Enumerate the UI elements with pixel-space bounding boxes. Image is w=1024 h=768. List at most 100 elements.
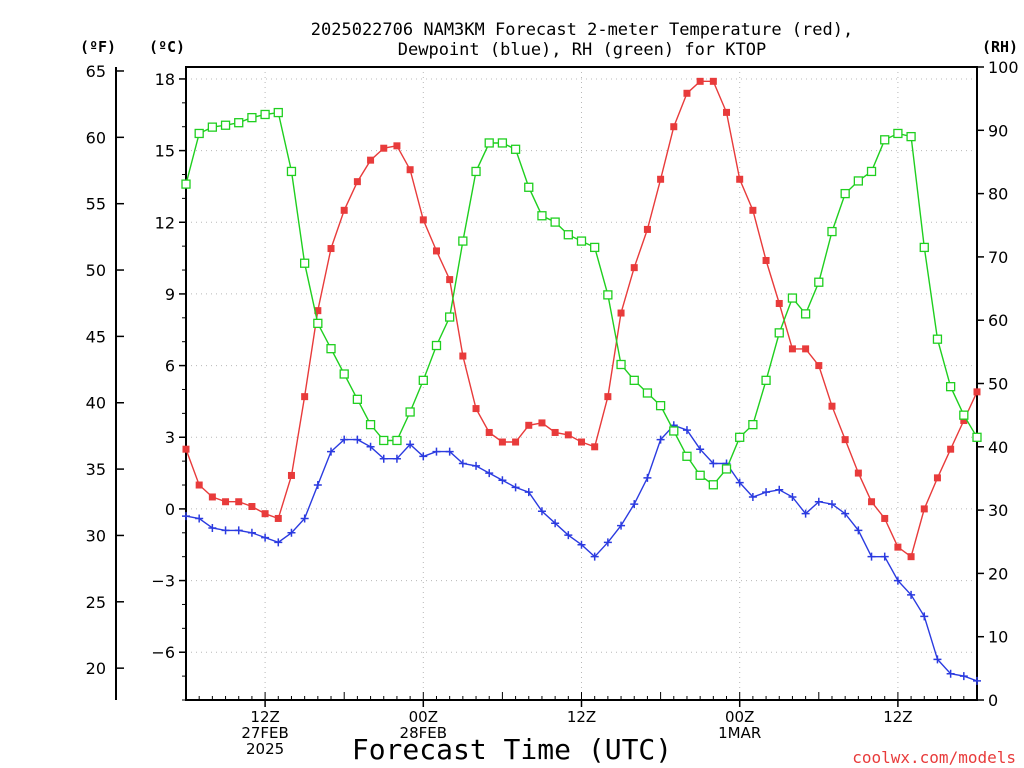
dewpoint-point <box>959 672 968 681</box>
rh-point <box>524 182 534 192</box>
fahrenheit-tick-label: 50 <box>86 261 106 280</box>
rh-point <box>642 388 653 398</box>
rh-point <box>365 419 376 430</box>
fahrenheit-tick-label: 45 <box>86 327 106 346</box>
temperature-point <box>564 431 572 439</box>
temperature-point <box>762 256 770 264</box>
rh-point <box>537 211 547 221</box>
rh-point <box>761 375 771 385</box>
rh-point <box>471 166 481 177</box>
temperature-point <box>617 309 625 317</box>
dewpoint-point <box>854 526 863 535</box>
temperature-point <box>261 510 269 518</box>
rh-point <box>866 166 877 177</box>
rh-point <box>247 112 257 123</box>
dewpoint-point <box>603 538 612 547</box>
dewpoint-point <box>472 461 481 470</box>
temperature-point <box>327 245 335 253</box>
rh-point <box>379 435 389 446</box>
temperature-point <box>393 142 401 150</box>
chart-title-line2: Dewpoint (blue), RH (green) for KTOP <box>398 40 766 60</box>
temperature-point <box>406 166 414 174</box>
dewpoint-point <box>775 485 784 494</box>
dewpoint-point <box>445 447 454 456</box>
dewpoint-point <box>656 435 665 444</box>
dewpoint-point <box>195 514 204 523</box>
rh-point <box>563 230 573 240</box>
temperature-point <box>802 345 810 353</box>
temperature-point <box>459 352 467 360</box>
dewpoint-point <box>788 492 797 501</box>
temperature-point <box>248 503 256 511</box>
dewpoint-point <box>551 519 560 528</box>
temperature-point <box>815 362 823 370</box>
rh-point <box>194 128 204 139</box>
rh-point <box>959 410 969 420</box>
rh-point <box>352 394 363 404</box>
temperature-point <box>498 438 506 446</box>
rh-point <box>655 401 666 411</box>
x-tick-label: 1MAR <box>718 724 761 742</box>
rh-point <box>273 107 283 118</box>
celsius-unit-label: (ºC) <box>149 38 185 56</box>
dewpoint-point <box>392 454 401 463</box>
x-axis-label: Forecast Time (UTC) <box>352 733 672 766</box>
rh-point <box>603 290 613 300</box>
rh-tick-label: 70 <box>988 248 1008 267</box>
plot-frame <box>185 66 978 701</box>
temperature-point <box>630 264 638 272</box>
temperature-point <box>696 77 704 85</box>
dewpoint-point <box>946 669 955 678</box>
temperature-point <box>551 428 559 436</box>
rh-tick-label: 90 <box>988 121 1008 140</box>
dewpoint-point <box>893 576 902 585</box>
rh-line <box>185 111 978 486</box>
rh-point <box>418 375 428 385</box>
temperature-point <box>367 156 375 164</box>
rh-point <box>774 328 784 338</box>
temperature-point <box>947 445 955 453</box>
temperature-point <box>235 498 243 506</box>
dewpoint-point <box>748 492 757 501</box>
dewpoint-point <box>762 488 771 497</box>
x-tick-label: 12Z <box>250 708 279 726</box>
rh-point <box>550 217 560 227</box>
temperature-point <box>709 77 717 85</box>
rh-tick-label: 100 <box>988 58 1019 77</box>
rh-point <box>207 122 218 132</box>
dewpoint-point <box>907 590 916 599</box>
rh-point <box>972 432 982 442</box>
dewpoint-point <box>841 509 850 518</box>
temperature-point <box>340 206 348 214</box>
rh-point <box>827 226 837 237</box>
temperature-point <box>314 307 322 315</box>
series-layer <box>181 77 982 685</box>
dewpoint-point <box>485 469 494 478</box>
temperature-point <box>907 553 915 561</box>
dewpoint-point <box>735 478 744 487</box>
temperature-point <box>723 108 731 116</box>
rh-point <box>906 131 916 142</box>
temperature-point <box>287 471 295 479</box>
fahrenheit-unit-label: (ºF) <box>80 38 116 56</box>
rh-point <box>299 258 310 268</box>
temperature-point <box>604 393 612 401</box>
rh-tick-label: 20 <box>988 564 1008 583</box>
dewpoint-point <box>880 552 889 561</box>
fahrenheit-tick-label: 20 <box>86 659 106 678</box>
rh-point <box>708 480 718 490</box>
rh-point <box>721 464 732 474</box>
temperature-point <box>920 505 928 513</box>
temperature-point <box>960 417 968 425</box>
temperature-point <box>182 445 190 453</box>
celsius-tick-label: −3 <box>151 572 175 591</box>
dewpoint-point <box>511 483 520 492</box>
rh-point <box>814 277 824 287</box>
rh-point <box>840 188 850 199</box>
x-tick-label: 12Z <box>567 708 596 726</box>
celsius-tick-label: 0 <box>165 500 175 519</box>
temperature-point <box>643 225 651 233</box>
temperature-point <box>828 402 836 410</box>
